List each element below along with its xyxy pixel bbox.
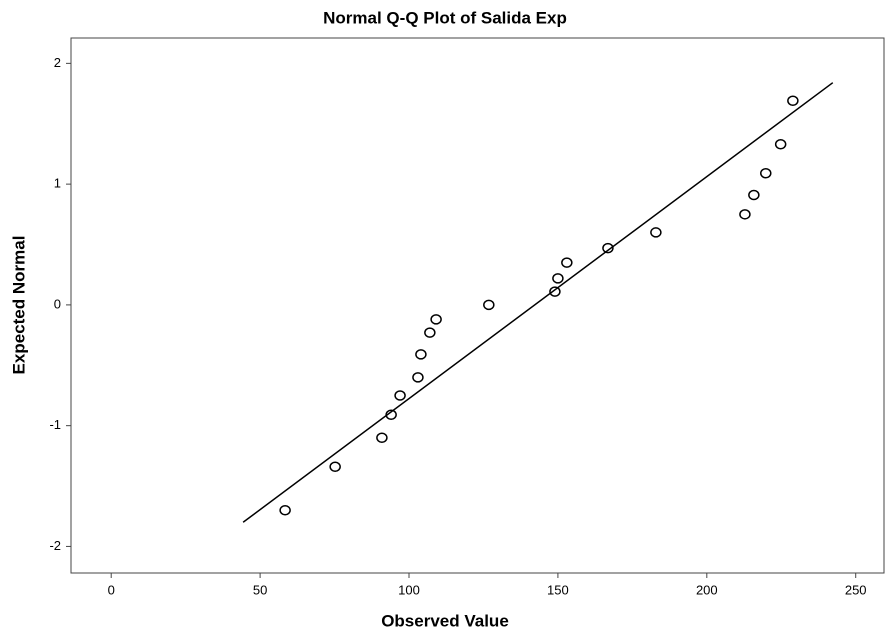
point xyxy=(749,190,759,199)
point xyxy=(413,373,423,382)
x-axis-label: Observed Value xyxy=(381,611,509,630)
point xyxy=(562,258,572,267)
x-tick-label: 0 xyxy=(108,582,115,597)
point xyxy=(377,433,387,442)
point xyxy=(788,96,798,105)
x-tick-label: 50 xyxy=(253,582,267,597)
reference-line xyxy=(243,83,833,523)
x-tick-label: 250 xyxy=(845,582,867,597)
y-tick-label: 0 xyxy=(54,296,61,311)
x-tick-label: 200 xyxy=(696,582,718,597)
point xyxy=(776,140,786,149)
point xyxy=(395,391,405,400)
point xyxy=(280,506,290,515)
point xyxy=(416,350,426,359)
point xyxy=(651,228,661,237)
x-tick-label: 150 xyxy=(547,582,569,597)
point xyxy=(431,315,441,324)
y-tick-label: -2 xyxy=(49,538,61,553)
x-tick-label: 100 xyxy=(398,582,420,597)
y-axis-label: Expected Normal xyxy=(9,236,28,375)
y-tick-label: -1 xyxy=(49,417,61,432)
point xyxy=(553,274,563,283)
point xyxy=(761,169,771,178)
point xyxy=(330,462,340,471)
point xyxy=(740,210,750,219)
point xyxy=(484,300,494,309)
chart: Normal Q-Q Plot of Salida Exp Observed V… xyxy=(0,0,886,635)
y-tick-label: 2 xyxy=(54,55,61,70)
point xyxy=(425,328,435,337)
plot-frame xyxy=(71,38,884,573)
chart-title: Normal Q-Q Plot of Salida Exp xyxy=(323,8,567,27)
y-tick-label: 1 xyxy=(54,176,61,191)
